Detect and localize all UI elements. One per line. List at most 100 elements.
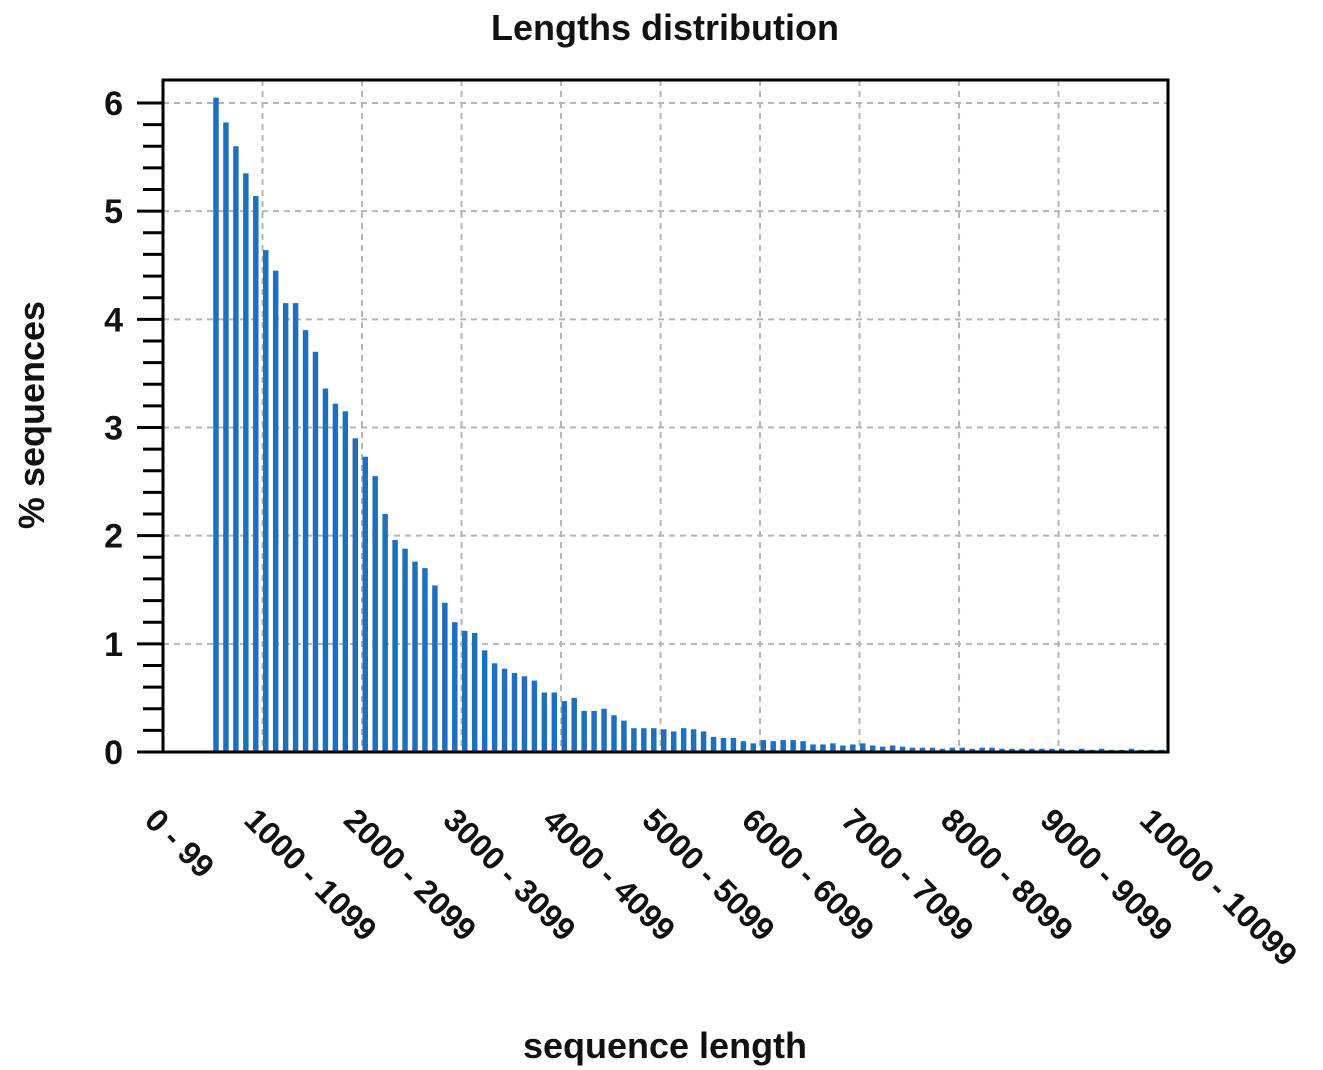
bar bbox=[790, 740, 796, 752]
bar bbox=[820, 744, 826, 752]
y-axis-title: % sequences bbox=[11, 301, 52, 529]
bar bbox=[611, 715, 617, 752]
y-tick-label: 5 bbox=[104, 193, 123, 231]
bar bbox=[1039, 748, 1045, 752]
bar bbox=[501, 668, 508, 752]
bar bbox=[402, 548, 408, 752]
bar bbox=[382, 514, 388, 752]
bar bbox=[730, 737, 737, 752]
y-tick-label: 1 bbox=[104, 626, 123, 664]
bar bbox=[1098, 748, 1105, 752]
x-tick-label: 10000 - 10099 bbox=[1133, 801, 1304, 972]
axes bbox=[137, 78, 1170, 754]
bar bbox=[481, 650, 488, 752]
bar bbox=[780, 740, 786, 752]
bar bbox=[282, 303, 289, 752]
bar bbox=[1019, 748, 1025, 752]
bar bbox=[1029, 748, 1035, 752]
bar bbox=[322, 388, 329, 752]
y-tick-label: 3 bbox=[104, 410, 123, 448]
bar bbox=[999, 748, 1005, 752]
bar bbox=[452, 622, 458, 752]
bar bbox=[541, 692, 548, 752]
bar bbox=[989, 747, 995, 752]
bar bbox=[850, 744, 856, 752]
bar bbox=[690, 729, 697, 752]
bar bbox=[292, 303, 299, 752]
bar bbox=[680, 728, 687, 752]
bar bbox=[213, 97, 219, 752]
bar bbox=[392, 539, 398, 752]
bar bbox=[949, 747, 956, 752]
bar bbox=[740, 741, 747, 752]
bar bbox=[442, 602, 448, 752]
plot-frame bbox=[161, 78, 1170, 754]
y-tick-label: 4 bbox=[104, 301, 123, 339]
bar bbox=[710, 736, 717, 752]
bar bbox=[432, 585, 438, 752]
bar bbox=[302, 330, 309, 752]
bar bbox=[939, 748, 946, 752]
y-axis-ticks: 0 1 2 3 4 5 6 bbox=[104, 85, 123, 772]
bar bbox=[909, 747, 916, 752]
x-axis-title: sequence length bbox=[523, 1025, 807, 1066]
bar bbox=[899, 746, 906, 752]
bar bbox=[591, 710, 597, 752]
bar bbox=[243, 173, 249, 752]
bar bbox=[233, 146, 239, 752]
bar bbox=[491, 663, 498, 752]
chart-title: Lengths distribution bbox=[491, 7, 839, 48]
bar bbox=[979, 747, 985, 752]
bar bbox=[571, 697, 577, 752]
bar bbox=[531, 680, 538, 752]
bar bbox=[1128, 748, 1135, 752]
bar bbox=[1009, 748, 1015, 752]
bar bbox=[462, 630, 468, 752]
bar bbox=[760, 740, 767, 752]
bar bbox=[1059, 748, 1065, 752]
bar bbox=[1078, 748, 1085, 752]
x-tick-label: 0 - 99 bbox=[138, 801, 221, 884]
bar bbox=[860, 743, 866, 752]
bar bbox=[332, 403, 339, 752]
bar bbox=[700, 731, 707, 752]
bar bbox=[670, 731, 677, 752]
bar bbox=[272, 270, 279, 752]
bar bbox=[581, 710, 587, 752]
bar bbox=[720, 737, 727, 752]
bar bbox=[511, 673, 518, 752]
bar bbox=[830, 743, 836, 752]
y-tick-label: 2 bbox=[104, 518, 123, 556]
bar bbox=[919, 747, 926, 752]
bar bbox=[879, 746, 886, 752]
bar bbox=[770, 741, 776, 752]
bar bbox=[312, 351, 319, 752]
bar bbox=[551, 692, 558, 752]
bar bbox=[889, 745, 896, 752]
bar bbox=[840, 745, 846, 752]
bar bbox=[471, 633, 478, 752]
grid bbox=[163, 80, 1168, 752]
bar bbox=[521, 676, 528, 752]
bar bbox=[969, 748, 975, 752]
bar bbox=[651, 728, 657, 752]
bar bbox=[601, 708, 607, 752]
bar bbox=[750, 743, 757, 752]
bar bbox=[1049, 748, 1055, 752]
bar bbox=[621, 720, 627, 752]
bar bbox=[342, 411, 349, 752]
bar bbox=[800, 741, 806, 752]
bar bbox=[372, 476, 378, 752]
bar bbox=[561, 701, 567, 752]
bar bbox=[352, 438, 359, 752]
bar bbox=[263, 250, 269, 752]
bar bbox=[422, 568, 428, 752]
y-tick-label: 0 bbox=[104, 734, 123, 772]
bars bbox=[213, 97, 1165, 753]
bar bbox=[959, 747, 966, 752]
y-tick-label: 6 bbox=[104, 85, 123, 123]
bar bbox=[641, 728, 647, 752]
bar bbox=[253, 196, 259, 753]
